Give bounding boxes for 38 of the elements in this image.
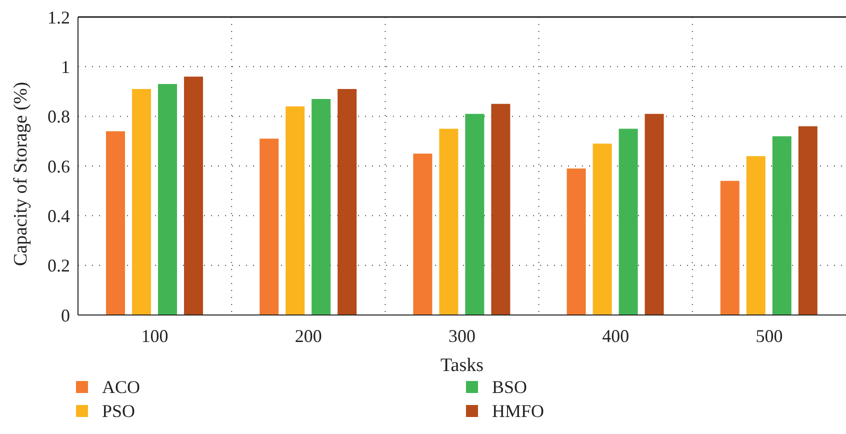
bar (158, 84, 177, 315)
legend-label: BSO (492, 376, 528, 398)
bar (413, 154, 432, 315)
bar (618, 128, 638, 315)
legend-label: HMFO (492, 400, 544, 422)
x-tick-label: 500 (756, 326, 783, 346)
bar (798, 126, 818, 315)
bar (566, 168, 586, 315)
legend-label: PSO (102, 400, 136, 422)
legend-label: ACO (102, 376, 140, 398)
bar (491, 104, 510, 315)
bar (106, 131, 125, 315)
x-tick-label: 200 (294, 326, 322, 346)
bar (286, 106, 305, 315)
y-tick-label: 0.8 (48, 106, 70, 127)
bar (184, 76, 203, 315)
bar (439, 128, 458, 315)
y-tick-label: 0.2 (48, 256, 70, 276)
y-tick-label: 0.4 (48, 206, 70, 226)
y-axis-title: Capacity of Storage (%) (10, 82, 32, 266)
bar (338, 89, 357, 315)
bar (592, 144, 612, 315)
x-tick-label: 300 (448, 326, 476, 346)
bar (720, 180, 740, 315)
y-tick-label: 1 (61, 57, 70, 78)
bar (312, 98, 331, 315)
y-tick-label: 1.2 (48, 7, 70, 28)
bar (465, 114, 484, 315)
y-tick-label: 0 (61, 305, 70, 326)
bar (772, 136, 792, 315)
x-axis-title: Tasks (440, 355, 484, 376)
y-tick-label: 0.6 (48, 156, 70, 176)
bar (746, 156, 766, 315)
x-tick-label: 400 (602, 326, 630, 346)
bar (260, 138, 279, 315)
x-tick-label: 100 (141, 326, 168, 346)
bar (644, 114, 664, 315)
bar (132, 89, 151, 315)
